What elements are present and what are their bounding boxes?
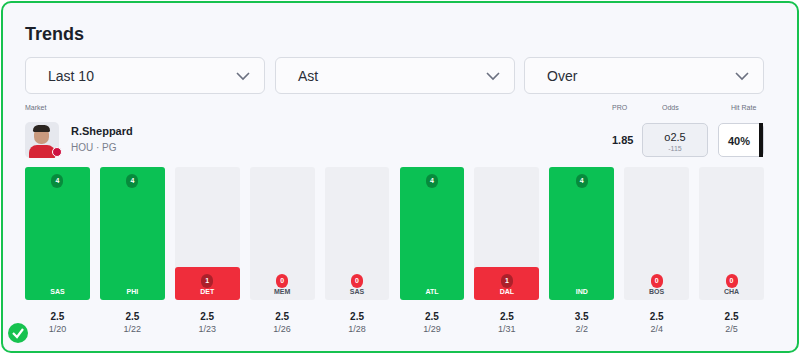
- odds-line: o2.5: [643, 131, 707, 143]
- date-label: 2/2: [549, 324, 614, 334]
- date-label: 1/26: [250, 324, 315, 334]
- data-label: 4: [576, 174, 588, 188]
- odds-box[interactable]: o2.5 -115: [642, 123, 708, 157]
- player-team: HOU · PG: [71, 142, 117, 153]
- date-label: 2/4: [624, 324, 689, 334]
- data-label: 1: [501, 274, 513, 288]
- data-label: 4: [126, 174, 138, 188]
- date-label: 2/5: [699, 324, 764, 334]
- date-label: 1/29: [400, 324, 465, 334]
- category-label: MEM: [250, 288, 315, 295]
- data-label: 0: [651, 274, 663, 288]
- hit-rate-box: 40%: [718, 123, 764, 157]
- filter-dropdown[interactable]: Ast: [275, 57, 515, 94]
- player-name: R.Sheppard: [71, 125, 133, 137]
- line-value: 2.5: [250, 311, 315, 322]
- filter-dropdown[interactable]: Over: [524, 57, 764, 94]
- date-label: 1/23: [175, 324, 240, 334]
- category-label: BOS: [624, 288, 689, 295]
- line-value: 2.5: [175, 311, 240, 322]
- data-label: 1: [201, 274, 213, 288]
- date-label: 1/31: [474, 324, 539, 334]
- chevron: [486, 71, 500, 81]
- market-label: Market: [25, 104, 46, 111]
- chevron: [236, 71, 250, 81]
- category-label: ATL: [400, 288, 465, 295]
- date-label: 1/20: [25, 324, 90, 334]
- column-head: Odds: [662, 104, 679, 111]
- data-label: 0: [726, 274, 738, 288]
- column-head: Hit Rate: [731, 104, 756, 111]
- line-value: 2.5: [624, 311, 689, 322]
- line-value: 3.5: [549, 311, 614, 322]
- line-value: 2.5: [25, 311, 90, 322]
- filter-dropdown[interactable]: Last 10: [25, 57, 265, 94]
- hit-rate-value: 40%: [719, 135, 759, 147]
- odds-price: -115: [643, 145, 707, 152]
- pro-value: 1.85: [612, 134, 633, 146]
- check-icon: [8, 323, 28, 343]
- date-label: 1/22: [100, 324, 165, 334]
- avatar-hair: [33, 125, 50, 132]
- category-label: SAS: [325, 288, 390, 295]
- filter-text: Ast: [298, 68, 318, 84]
- data-label: 4: [426, 174, 438, 188]
- category-label: CHA: [699, 288, 764, 295]
- column-head: PRO: [612, 104, 627, 111]
- check-mark: [8, 323, 28, 343]
- filter-text: Last 10: [48, 68, 94, 84]
- line-value: 2.5: [400, 311, 465, 322]
- line-value: 2.5: [100, 311, 165, 322]
- category-label: DAL: [474, 288, 539, 295]
- line-value: 2.5: [325, 311, 390, 322]
- category-label: PHI: [100, 288, 165, 295]
- chevron: [735, 71, 749, 81]
- category-label: DET: [175, 288, 240, 295]
- date-label: 1/28: [325, 324, 390, 334]
- line-value: 2.5: [474, 311, 539, 322]
- team-logo: [52, 147, 62, 157]
- data-label: 0: [351, 274, 363, 288]
- hit-rate-bar: [759, 123, 763, 157]
- line-value: 2.5: [699, 311, 764, 322]
- filter-text: Over: [547, 68, 577, 84]
- data-label: 0: [276, 274, 288, 288]
- category-label: SAS: [25, 288, 90, 295]
- title: Trends: [25, 24, 84, 45]
- category-label: IND: [549, 288, 614, 295]
